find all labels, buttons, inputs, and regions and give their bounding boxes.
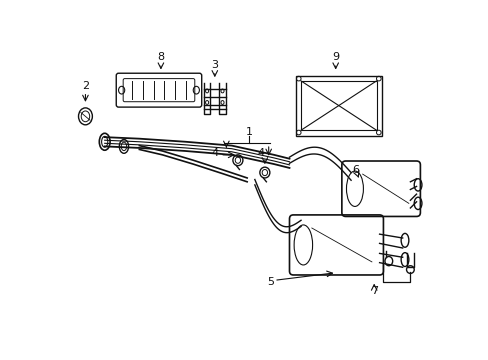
Text: 4: 4 xyxy=(257,148,264,158)
Text: 1: 1 xyxy=(245,127,252,137)
Text: 9: 9 xyxy=(331,52,339,62)
Text: 7: 7 xyxy=(370,286,377,296)
Bar xyxy=(295,76,381,136)
Text: 2: 2 xyxy=(81,81,89,91)
Bar xyxy=(301,81,376,130)
Text: 8: 8 xyxy=(157,52,164,62)
Text: 6: 6 xyxy=(351,165,359,175)
Text: 5: 5 xyxy=(267,277,274,287)
Text: 4: 4 xyxy=(211,148,218,158)
Text: 3: 3 xyxy=(211,60,218,70)
